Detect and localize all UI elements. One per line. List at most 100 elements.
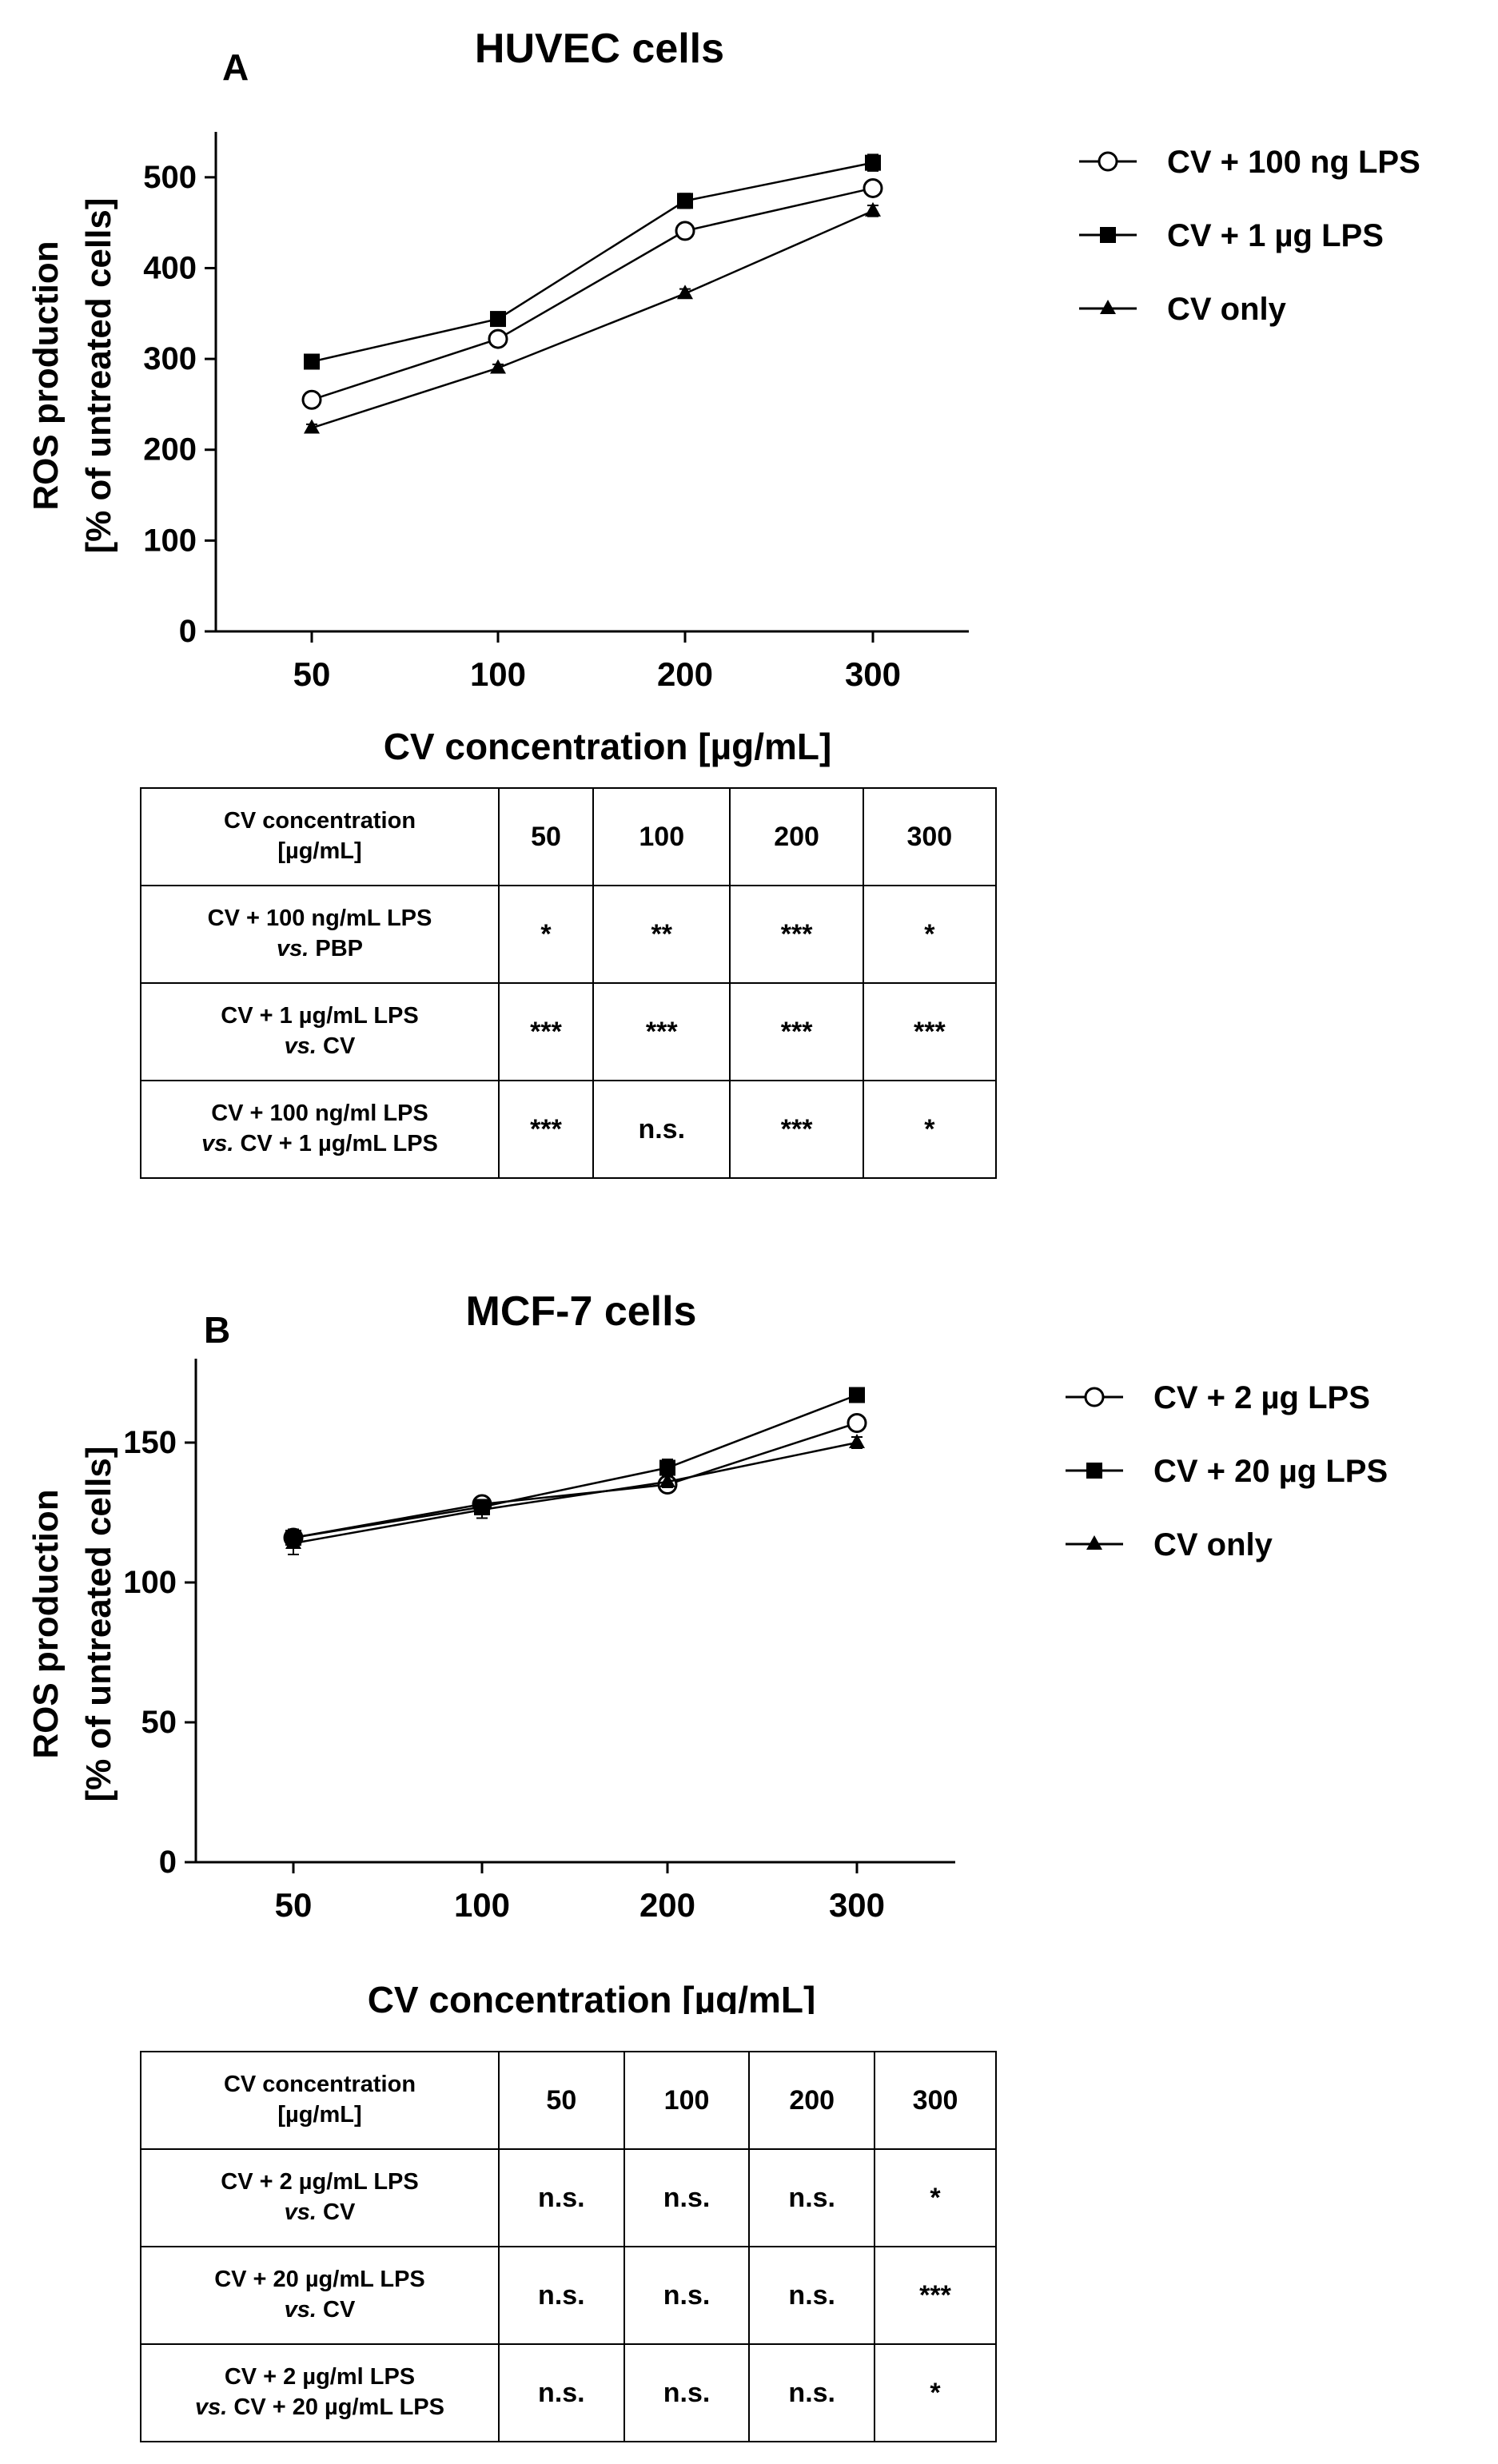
table-cell: n.s. bbox=[498, 2148, 625, 2247]
data-point-series-2 bbox=[865, 154, 881, 171]
table-cell: n.s. bbox=[748, 2343, 876, 2442]
x-tick-label: 50 bbox=[293, 655, 331, 693]
row-label-line1: CV + 20 µg/mL LPS bbox=[214, 2267, 425, 2293]
table-row: CV + 2 µg/ml LPS vs. CV + 20 µg/mL LPS n… bbox=[140, 2343, 997, 2442]
table-cell: n.s. bbox=[498, 2246, 625, 2345]
y-tick-label: 50 bbox=[141, 1705, 177, 1740]
legend-entry: CV + 100 ng LPS bbox=[1167, 145, 1420, 180]
table-cell: *** bbox=[874, 2246, 997, 2345]
data-point-series-1 bbox=[863, 177, 883, 198]
row-label-line2: CV + 20 µg/mL LPS bbox=[233, 2394, 444, 2420]
y-tick-label: 0 bbox=[179, 614, 197, 649]
series-line-3 bbox=[311, 209, 874, 429]
row-label-line1: CV + 2 µg/ml LPS bbox=[224, 2364, 416, 2390]
row-label: CV + 2 µg/ml LPS vs. CV + 20 µg/mL LPS bbox=[140, 2343, 500, 2442]
x-tick-label: 200 bbox=[639, 1886, 695, 1924]
row-label: CV + 20 µg/mL LPS vs. CV bbox=[140, 2246, 500, 2345]
chart-title-b: MCF-7 cells bbox=[466, 1288, 697, 1335]
table-cell: *** bbox=[592, 982, 731, 1081]
data-point-series-3 bbox=[659, 1473, 675, 1487]
legend-marker bbox=[1098, 151, 1118, 172]
row-label: CV + 100 ng/mL LPS vs. PBP bbox=[140, 885, 500, 984]
row-label-line1: CV + 100 ng/ml LPS bbox=[211, 1101, 428, 1127]
x-tick-label: 300 bbox=[829, 1886, 885, 1924]
legend-marker bbox=[1086, 1535, 1102, 1550]
table-cell: * bbox=[862, 1080, 998, 1179]
column-header: 100 bbox=[592, 787, 731, 886]
series-line-3 bbox=[293, 1441, 858, 1545]
table-row: CV + 100 ng/ml LPS vs. CV + 1 µg/mL LPS … bbox=[140, 1080, 998, 1179]
table-cell: n.s. bbox=[498, 2343, 625, 2442]
data-point-series-2 bbox=[659, 1459, 675, 1476]
y-tick-label: 150 bbox=[123, 1425, 177, 1460]
x-tick-label: 50 bbox=[275, 1886, 313, 1924]
y-tick-label: 200 bbox=[143, 432, 197, 468]
table-cell: *** bbox=[497, 1080, 595, 1179]
y-tick-label: 100 bbox=[143, 523, 197, 558]
x-axis-label-a: CV concentration [µg/mL] bbox=[384, 726, 832, 767]
chart-title-a: HUVEC cells bbox=[475, 26, 724, 72]
data-point-series-3 bbox=[849, 1434, 865, 1448]
header-line1: CV concentration bbox=[223, 808, 416, 834]
table-header-row: CV concentration [µg/mL] 50 100 200 300 bbox=[140, 2051, 997, 2150]
row-label-line2: CV + 1 µg/mL LPS bbox=[240, 1131, 438, 1156]
legend-entry: CV + 2 µg LPS bbox=[1153, 1380, 1370, 1415]
x-tick-label: 100 bbox=[454, 1886, 510, 1924]
data-point-series-3 bbox=[490, 359, 506, 374]
row-label-vs: vs. bbox=[284, 2199, 317, 2225]
x-tick-label: 300 bbox=[845, 655, 901, 693]
legend-marker bbox=[1100, 300, 1116, 314]
row-label-line1: CV + 2 µg/mL LPS bbox=[221, 2169, 419, 2195]
x-tick-label: 100 bbox=[470, 655, 526, 693]
y-axis-label-b-line1: ROS production bbox=[26, 1489, 66, 1758]
row-label-line2: CV bbox=[323, 2297, 356, 2323]
chart-b: B MCF-7 cells ROS production [% of untre… bbox=[26, 1288, 1388, 2014]
column-header: 50 bbox=[498, 2051, 625, 2150]
table-row: CV + 2 µg/mL LPS vs. CV n.s. n.s. n.s. * bbox=[140, 2148, 997, 2247]
legend-entry: CV + 1 µg LPS bbox=[1167, 218, 1384, 253]
row-label-vs: vs. bbox=[284, 2297, 317, 2323]
table-row: CV + 100 ng/mL LPS vs. PBP * ** *** * bbox=[140, 885, 998, 984]
row-label-vs: vs. bbox=[284, 1033, 317, 1059]
series-line-2 bbox=[293, 1394, 858, 1539]
y-axis-label-b-line2: [% of untreated cells] bbox=[79, 1447, 118, 1802]
row-label: CV + 1 µg/mL LPS vs. CV bbox=[140, 982, 500, 1081]
legend-entry: CV only bbox=[1153, 1527, 1273, 1562]
data-point-series-2 bbox=[490, 311, 506, 328]
table-cell: n.s. bbox=[623, 2246, 751, 2345]
data-point-series-1 bbox=[301, 389, 322, 410]
table-cell: n.s. bbox=[748, 2148, 876, 2247]
row-label: CV + 100 ng/ml LPS vs. CV + 1 µg/mL LPS bbox=[140, 1080, 500, 1179]
table-cell: *** bbox=[729, 885, 864, 984]
table-cell: n.s. bbox=[748, 2246, 876, 2345]
table-cell: n.s. bbox=[623, 2343, 751, 2442]
y-tick-label: 100 bbox=[123, 1565, 177, 1600]
row-label-line2: CV bbox=[323, 1033, 356, 1059]
chart-a: A HUVEC cells ROS production [% of untre… bbox=[26, 26, 1420, 767]
row-label-line2: PBP bbox=[315, 936, 364, 961]
row-label-line1: CV + 100 ng/mL LPS bbox=[207, 906, 432, 932]
data-point-series-3 bbox=[865, 201, 881, 217]
table-cell: n.s. bbox=[623, 2148, 751, 2247]
legend-entry: CV + 20 µg LPS bbox=[1153, 1454, 1388, 1489]
row-label-line1: CV + 1 µg/mL LPS bbox=[221, 1003, 419, 1029]
row-label: CV + 2 µg/mL LPS vs. CV bbox=[140, 2148, 500, 2247]
table-cell: * bbox=[862, 885, 998, 984]
table-cell: n.s. bbox=[592, 1080, 731, 1179]
row-label-line2: CV bbox=[323, 2199, 356, 2225]
y-axis-label-a-line2: [% of untreated cells] bbox=[79, 198, 118, 554]
column-header: 50 bbox=[497, 787, 595, 886]
legend-marker bbox=[1100, 227, 1116, 243]
y-tick-label: 400 bbox=[143, 250, 197, 285]
data-point-series-3 bbox=[677, 285, 693, 300]
panel-label-a: A bbox=[222, 46, 249, 88]
header-line2: [µg/mL] bbox=[277, 2102, 362, 2128]
row-label-vs: vs. bbox=[276, 936, 309, 961]
x-axis-label-b: CV concentration [µg/mL] bbox=[368, 1979, 816, 2014]
legend-marker bbox=[1084, 1387, 1105, 1407]
data-point-series-2 bbox=[849, 1387, 865, 1403]
data-point-series-2 bbox=[677, 193, 693, 209]
header-line1: CV concentration bbox=[223, 2072, 416, 2098]
row-label-vs: vs. bbox=[201, 1131, 234, 1156]
data-point-series-3 bbox=[304, 419, 320, 434]
